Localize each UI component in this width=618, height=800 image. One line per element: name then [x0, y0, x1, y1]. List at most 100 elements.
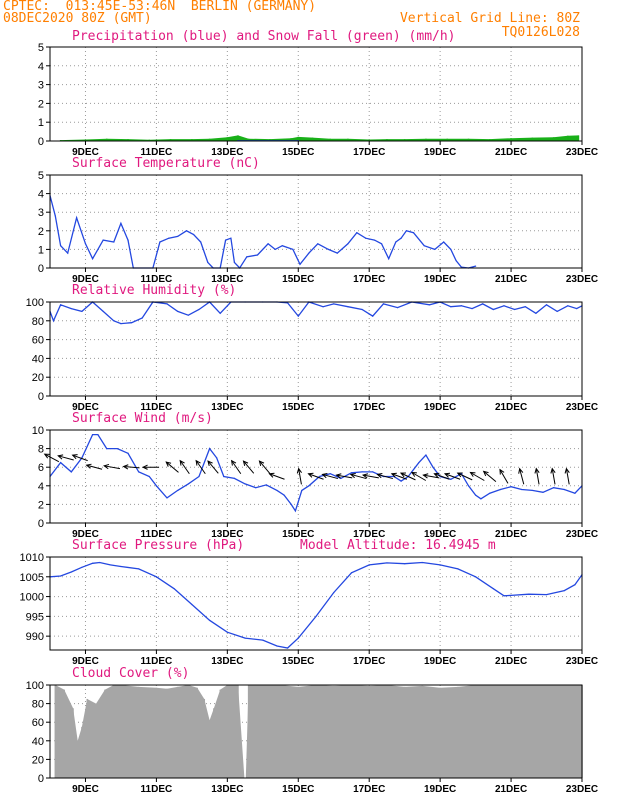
wind-arrow-head [469, 471, 476, 477]
data-point [372, 315, 374, 317]
data-point [450, 248, 452, 250]
data-point [155, 485, 157, 487]
panel-1: Precipitation (blue) and Snow Fall (gree… [38, 29, 598, 158]
wind-arrow-head [57, 454, 64, 460]
data-point [528, 593, 530, 595]
data-point [283, 494, 285, 496]
data-point [209, 448, 211, 450]
panel-title: Relative Humidity (%) [72, 283, 236, 298]
data-point [336, 252, 338, 254]
wind-arrow-head [71, 454, 78, 460]
data-point [450, 306, 452, 308]
data-point [318, 475, 321, 478]
data-point [418, 461, 420, 464]
data-point [159, 241, 161, 243]
data-point [350, 472, 353, 474]
x-tick-label: 21DEC [495, 784, 527, 795]
data-point [524, 306, 526, 308]
data-point [233, 477, 236, 479]
wind-arrow [377, 473, 394, 480]
x-tick-label: 13DEC [211, 147, 243, 158]
wind-arrow-head [534, 467, 540, 474]
wind-arrow [391, 473, 408, 480]
data-point [482, 303, 484, 305]
panel-title: Surface Pressure (hPa) [72, 538, 244, 553]
data-point [255, 487, 257, 489]
wind-arrow-head [85, 463, 92, 469]
data-point [457, 568, 459, 570]
y-tick-label: 2 [38, 226, 44, 238]
panel-frame [49, 174, 583, 269]
x-tick-label: 15DEC [282, 784, 314, 795]
data-point [356, 232, 358, 234]
data-point [503, 305, 505, 307]
data-point [395, 241, 397, 243]
x-tick-label: 21DEC [495, 274, 527, 285]
y-tick-label: 4 [38, 481, 44, 493]
data-point [460, 266, 463, 268]
y-tick-label: 40 [32, 353, 44, 365]
x-tick-label: 17DEC [353, 147, 385, 158]
x-tick-label: 21DEC [495, 529, 527, 540]
x-tick-label: 11DEC [141, 656, 173, 667]
wind-arrow [123, 466, 140, 469]
y-tick-label: 3 [38, 207, 44, 219]
data-point [52, 320, 55, 322]
wind-arrow [400, 472, 416, 481]
y-tick-label: 1 [38, 117, 44, 129]
data-point [97, 434, 99, 436]
data-point [400, 480, 402, 482]
data-point [219, 312, 221, 314]
y-tick-label: 100 [26, 297, 44, 309]
data-point [287, 647, 289, 649]
data-point [531, 489, 533, 492]
y-tick-label: 20 [32, 754, 44, 766]
data-point [198, 308, 200, 311]
grid [50, 302, 582, 396]
x-tick-label: 23DEC [566, 402, 598, 413]
panel-5: Surface Pressure (hPa) Model Altitude: 16… [20, 538, 599, 667]
panel-frame [49, 46, 583, 142]
data-point [70, 571, 72, 573]
wind-arrow-head [335, 473, 342, 479]
wind-arrow [535, 468, 540, 485]
data-point [423, 245, 425, 247]
y-tick-label: 10 [32, 425, 44, 437]
data-point [503, 595, 505, 597]
wind-arrow [565, 468, 570, 485]
data-point [317, 243, 319, 245]
data-point [173, 588, 175, 590]
x-tick-label: 17DEC [353, 784, 385, 795]
wind-arrow-head [390, 472, 397, 478]
series-line [49, 195, 476, 270]
data-point [200, 241, 202, 243]
data-point [475, 576, 477, 578]
data-point [450, 478, 452, 480]
x-tick-label: 9DEC [72, 402, 99, 413]
wind-arrow [336, 474, 353, 479]
wind-arrows [43, 453, 570, 485]
data-point [322, 306, 324, 308]
data-point [347, 243, 349, 245]
data-point [177, 310, 179, 312]
data-point [155, 576, 157, 578]
data-point [347, 306, 349, 308]
x-tick-label: 19DEC [424, 784, 456, 795]
data-point [76, 217, 78, 219]
data-point [510, 594, 512, 596]
y-tick-label: 20 [32, 372, 44, 384]
data-point [475, 265, 477, 267]
y-tick-label: 0 [38, 263, 44, 275]
data-point [81, 310, 83, 312]
wind-arrow [423, 474, 440, 479]
y-tick-label: 990 [26, 631, 44, 643]
x-tick-label: 19DEC [424, 147, 456, 158]
data-point [84, 243, 87, 245]
y-tick-label: 40 [32, 736, 44, 748]
data-point [60, 461, 62, 464]
wind-arrow-head [410, 471, 417, 477]
vertical-grid-note: Vertical Grid Line: 80Z [399, 11, 580, 26]
y-tick-label: 1005 [20, 572, 44, 584]
data-point [276, 645, 278, 647]
